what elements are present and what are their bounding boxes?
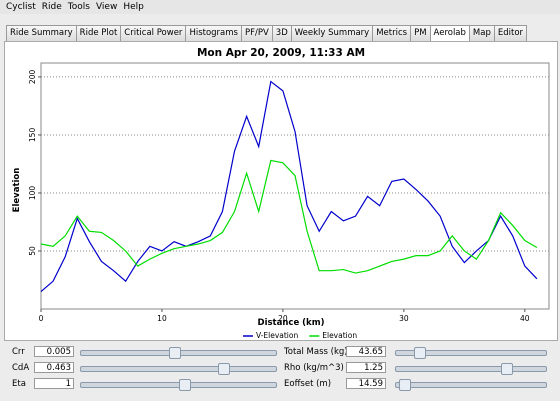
slider[interactable] — [395, 347, 547, 359]
legend-label: V-Elevation — [256, 331, 298, 340]
control-value[interactable]: 43.65 — [346, 346, 386, 357]
x-tick-label: 20 — [278, 314, 288, 323]
plot-frame — [40, 62, 550, 310]
slider-thumb[interactable] — [168, 347, 181, 359]
slider[interactable] — [395, 363, 547, 375]
y-axis-label: Elevation — [12, 168, 22, 213]
slider[interactable] — [80, 379, 277, 391]
control-value[interactable]: 14.59 — [346, 378, 386, 389]
y-tick-label: 200 — [28, 70, 37, 85]
tab[interactable]: PF/PV — [240, 25, 273, 41]
tab[interactable]: Ride Summary — [6, 25, 77, 41]
tab[interactable]: 3D — [271, 25, 292, 41]
control-value[interactable]: 0.463 — [34, 362, 74, 373]
x-tick-label: 40 — [520, 314, 530, 323]
slider-thumb[interactable] — [217, 363, 230, 375]
tab-bar: Ride Summary Ride Plot Critical Power Histo… — [6, 25, 528, 41]
series-line — [40, 80, 538, 293]
slider-thumb[interactable] — [414, 347, 426, 359]
controls: Crr 0.005 CdA 0.463 Eta 1 Total Mass (kg) 43.65… — [0, 342, 560, 401]
tab[interactable]: Histograms — [185, 25, 242, 41]
tab[interactable]: Weekly Summary — [290, 25, 374, 41]
chart: Mon Apr 20, 2009, 11:33 AM Elevation Dis… — [12, 47, 550, 340]
control-value[interactable]: 1.25 — [346, 362, 386, 373]
chart-panel: Mon Apr 20, 2009, 11:33 AM Elevation Dis… — [4, 41, 558, 341]
tab[interactable]: Map — [468, 25, 495, 41]
menu-item[interactable]: Tools — [67, 2, 90, 12]
control-label: Rho (kg/m^3) — [284, 363, 344, 373]
tab[interactable]: Aerolab — [429, 25, 470, 41]
y-tick-label: 100 — [28, 186, 37, 201]
menu-item[interactable]: Ride — [41, 2, 62, 12]
tab[interactable]: Critical Power — [120, 25, 187, 41]
menu-bar: Cyclist Ride Tools View Help — [0, 0, 560, 14]
slider-thumb[interactable] — [178, 379, 191, 391]
slider[interactable] — [80, 347, 277, 359]
menu-item[interactable]: View — [95, 2, 118, 12]
legend-label: Elevation — [322, 331, 357, 340]
y-tick-label: 150 — [28, 128, 37, 143]
control-label: Crr — [12, 347, 25, 357]
control-label: Eoffset (m) — [284, 379, 332, 389]
x-tick-label: 0 — [39, 314, 44, 323]
control-value[interactable]: 0.005 — [34, 346, 74, 357]
tab[interactable]: Metrics — [372, 25, 412, 41]
x-axis-label: Distance (km) — [258, 318, 325, 328]
tab[interactable]: Editor — [493, 25, 528, 41]
slider[interactable] — [80, 363, 277, 375]
control-label: Total Mass (kg) — [284, 347, 348, 357]
menu-item[interactable]: Help — [123, 2, 144, 12]
control-value[interactable]: 1 — [34, 378, 74, 389]
slider-thumb[interactable] — [399, 379, 411, 391]
x-tick-label: 10 — [157, 314, 167, 323]
menu-item[interactable]: Cyclist — [6, 2, 36, 12]
control-label: Eta — [12, 379, 26, 389]
slider[interactable] — [395, 379, 547, 391]
series-line — [40, 159, 538, 274]
tab[interactable]: PM — [410, 25, 431, 41]
y-tick-label: 50 — [28, 246, 37, 256]
x-tick-label: 30 — [399, 314, 409, 323]
slider-thumb[interactable] — [501, 363, 513, 375]
tab[interactable]: Ride Plot — [75, 25, 122, 41]
chart-title: Mon Apr 20, 2009, 11:33 AM — [197, 47, 365, 59]
control-label: CdA — [12, 363, 30, 373]
